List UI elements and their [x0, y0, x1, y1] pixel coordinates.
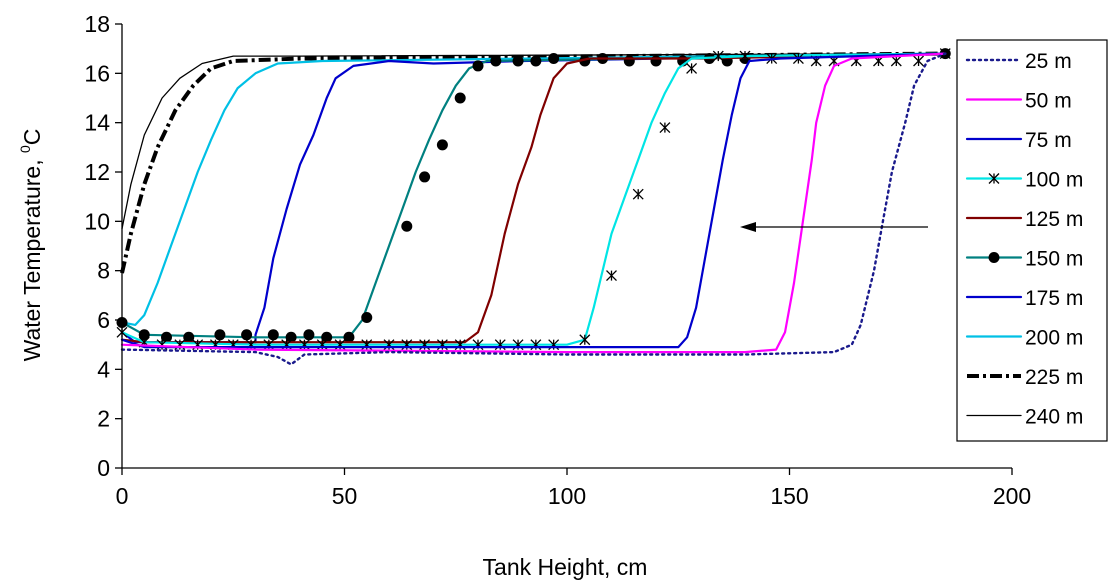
series-150m-point	[343, 331, 355, 343]
series-150m-point	[650, 55, 662, 67]
y-axis-label-superscript: 0	[17, 145, 33, 153]
y-axis-label-unit: C	[19, 129, 45, 146]
series-25m	[120, 52, 947, 366]
x-tick-label: 150	[770, 483, 808, 509]
series-150m-point	[267, 329, 279, 341]
series-100m	[116, 48, 951, 351]
annotation-arrow	[740, 222, 928, 232]
arrow-head	[740, 222, 756, 232]
series-25m-line	[120, 52, 947, 366]
y-tick-label: 12	[84, 159, 110, 185]
series-100m-point	[606, 270, 617, 282]
series-150m-point	[303, 329, 315, 341]
series-150m	[116, 48, 951, 343]
series-175m	[120, 52, 947, 344]
series-75m	[120, 52, 947, 349]
series-150m-point	[161, 331, 172, 343]
legend-entry-125m-label: 125 m	[1025, 208, 1083, 231]
y-tick-label: 2	[97, 406, 110, 432]
legend-entry-50m-label: 50 m	[1025, 90, 1072, 113]
series-50m	[120, 52, 947, 354]
series-150m-point	[419, 171, 431, 183]
series-100m-point	[712, 50, 724, 62]
y-tick-label: 0	[97, 455, 110, 481]
legend-entry-150m: 150 m	[965, 248, 1083, 271]
y-tick-label: 10	[84, 208, 110, 234]
legend-entry-225m: 225 m	[967, 366, 1083, 389]
series-75m-line	[120, 52, 947, 349]
series-150m-point	[436, 139, 448, 151]
legend-entry-150m-label: 150 m	[1025, 248, 1083, 271]
series-100m-point	[890, 55, 902, 67]
legend-entry-200m-label: 200 m	[1025, 327, 1083, 350]
legend-entry-200m: 200 m	[965, 327, 1083, 350]
legend-entry-240m-label: 240 m	[1025, 406, 1083, 429]
series-150m-point	[285, 331, 297, 343]
series-240m-line	[121, 52, 946, 230]
series-150m-point	[401, 220, 413, 232]
series-150m-point	[490, 55, 502, 67]
series-50m-line	[120, 52, 947, 354]
series-240m	[121, 52, 946, 230]
legend: 25 m 50 m 75 m 100 m 125 m 150 m 175 m 200 m 225…	[956, 39, 1108, 442]
legend-entry-100m-point	[988, 173, 1000, 184]
legend-entry-175m-label: 175 m	[1025, 287, 1083, 310]
series-200m	[120, 52, 947, 326]
x-tick-label: 0	[116, 483, 129, 509]
x-tick-label: 50	[332, 483, 358, 509]
series-100m-point	[632, 188, 644, 200]
y-tick-label: 4	[97, 356, 110, 382]
y-axis-label-main: Water Temperature,	[19, 153, 45, 361]
legend-entry-25m: 25 m	[965, 50, 1072, 73]
legend-entry-100m: 100 m	[965, 169, 1083, 192]
legend-entry-225m-label: 225 m	[1025, 366, 1083, 389]
series-150m-point	[183, 331, 195, 343]
x-axis-label: Tank Height, cm	[483, 554, 648, 580]
series-150m-point	[214, 329, 226, 341]
series-100m-point	[739, 50, 751, 62]
series-150m-point	[138, 329, 150, 341]
y-tick-label: 16	[84, 60, 110, 86]
legend-entry-175m: 175 m	[965, 287, 1083, 310]
series-150m-point	[454, 92, 466, 104]
series-150m-point	[530, 55, 542, 67]
legend-entry-125m: 125 m	[965, 208, 1083, 231]
legend-box	[956, 39, 1108, 442]
legend-entry-75m-label: 75 m	[1025, 129, 1072, 152]
series-150m-point	[241, 329, 253, 341]
legend-entry-50m: 50 m	[965, 90, 1072, 113]
legend-entry-240m: 240 m	[966, 406, 1083, 429]
series-100m-point	[913, 55, 925, 67]
y-tick-label: 14	[84, 110, 110, 136]
series-150m-point	[472, 60, 484, 72]
series-150m-point	[623, 55, 635, 67]
series-150m-point	[361, 312, 373, 324]
legend-entry-75m: 75 m	[965, 129, 1072, 152]
axes: 0 2 4 6 8 10 12 14 16 18 0 50 100 150 200	[84, 11, 1031, 509]
series-150m-point	[548, 53, 560, 65]
y-tick-label: 18	[84, 11, 110, 37]
series-150m-point	[512, 55, 524, 67]
series-150m-point	[321, 331, 333, 343]
legend-entry-100m-label: 100 m	[1025, 169, 1083, 192]
series-200m-line	[120, 52, 947, 326]
series-100m-point	[579, 334, 591, 346]
series-225m-line	[120, 51, 946, 274]
series-225m	[120, 51, 946, 274]
x-tick-label: 200	[993, 483, 1031, 509]
y-tick-label: 6	[97, 307, 110, 333]
plot-area	[116, 48, 951, 366]
y-tick-label: 8	[97, 258, 110, 284]
legend-entry-150m-point	[988, 252, 1000, 263]
series-100m-point	[686, 62, 698, 74]
y-axis-label: Water Temperature, 0C	[17, 129, 45, 362]
series-175m-line	[120, 52, 947, 344]
x-tick-label: 100	[548, 483, 586, 509]
series-100m-point	[659, 122, 671, 134]
legend-entry-25m-label: 25 m	[1025, 50, 1072, 73]
